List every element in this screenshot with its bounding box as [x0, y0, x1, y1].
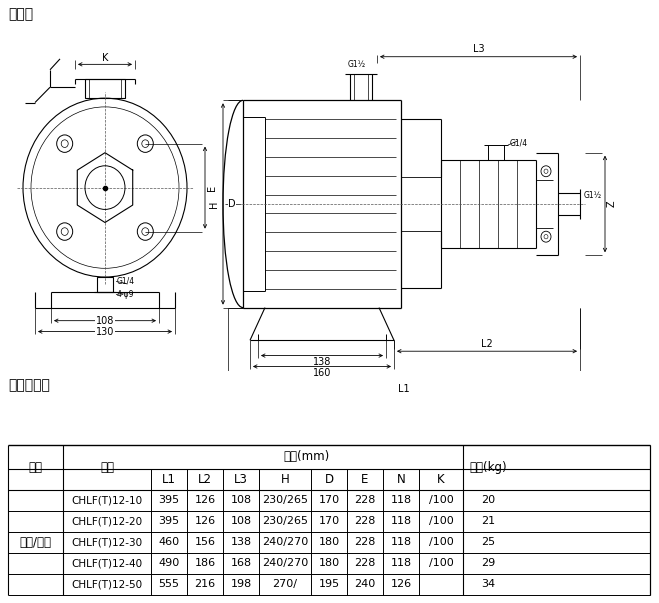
Text: 电机: 电机: [28, 461, 42, 474]
Text: 180: 180: [318, 558, 339, 569]
Bar: [85, 78, 125, 98]
Text: 186: 186: [194, 558, 215, 569]
Text: 126: 126: [390, 579, 412, 590]
Text: Z: Z: [607, 201, 617, 207]
Text: 490: 490: [158, 558, 180, 569]
Text: 型号: 型号: [100, 461, 114, 474]
Text: 395: 395: [158, 496, 179, 505]
Text: 21: 21: [482, 516, 496, 526]
Text: CHLF(T)12-50: CHLF(T)12-50: [71, 579, 142, 590]
Text: 20: 20: [482, 496, 496, 505]
Text: G1/4: G1/4: [117, 277, 135, 286]
Text: 34: 34: [482, 579, 496, 590]
Text: L1: L1: [398, 384, 410, 394]
Text: L2: L2: [481, 338, 493, 349]
Text: 126: 126: [194, 496, 215, 505]
Text: L3: L3: [473, 44, 484, 54]
Text: 安装图: 安装图: [8, 8, 33, 22]
Text: 138: 138: [313, 357, 331, 367]
Bar: [89, 78, 121, 98]
Text: 270/: 270/: [273, 579, 297, 590]
Bar: [97, 277, 113, 292]
Text: 216: 216: [194, 579, 215, 590]
Text: 126: 126: [194, 516, 215, 526]
Text: 118: 118: [390, 496, 412, 505]
Text: 168: 168: [231, 558, 252, 569]
Text: 228: 228: [355, 558, 376, 569]
Text: N: N: [397, 473, 405, 486]
Text: CHLF(T)12-40: CHLF(T)12-40: [71, 558, 142, 569]
Text: E: E: [207, 185, 217, 191]
Text: G1½: G1½: [348, 60, 366, 69]
Text: 118: 118: [390, 516, 412, 526]
Text: 555: 555: [159, 579, 179, 590]
Text: H: H: [281, 473, 289, 486]
Text: 118: 118: [390, 558, 412, 569]
Text: 156: 156: [194, 537, 215, 548]
Text: /100: /100: [428, 537, 453, 548]
Text: 240/270: 240/270: [262, 537, 308, 548]
Text: 重量(kg): 重量(kg): [470, 461, 507, 474]
Text: 240: 240: [355, 579, 376, 590]
Text: 228: 228: [355, 516, 376, 526]
Text: 138: 138: [231, 537, 252, 548]
Text: 170: 170: [318, 516, 339, 526]
Text: 198: 198: [231, 579, 252, 590]
Text: 228: 228: [355, 496, 376, 505]
Text: H: H: [209, 200, 219, 207]
Text: 130: 130: [96, 327, 114, 336]
Text: 29: 29: [481, 558, 496, 569]
Text: 108: 108: [231, 496, 252, 505]
Text: L1: L1: [162, 473, 176, 486]
Text: 108: 108: [96, 316, 114, 326]
Text: 180: 180: [318, 537, 339, 548]
Text: D: D: [324, 473, 333, 486]
Text: /100: /100: [428, 496, 453, 505]
Text: /100: /100: [428, 558, 453, 569]
Text: 228: 228: [355, 537, 376, 548]
Text: K: K: [101, 53, 108, 63]
Text: G1½: G1½: [584, 191, 602, 200]
Text: 230/265: 230/265: [262, 516, 308, 526]
Text: 25: 25: [482, 537, 496, 548]
Text: 240/270: 240/270: [262, 558, 308, 569]
Text: 395: 395: [158, 516, 179, 526]
Text: D: D: [228, 199, 236, 209]
Text: L2: L2: [198, 473, 212, 486]
Text: 160: 160: [313, 368, 331, 378]
Text: 4-φ9: 4-φ9: [117, 290, 134, 299]
Text: E: E: [361, 473, 368, 486]
Text: 三相/单相: 三相/单相: [20, 536, 51, 549]
Text: 尺寸(mm): 尺寸(mm): [284, 450, 330, 464]
Text: 108: 108: [231, 516, 252, 526]
Text: 195: 195: [318, 579, 339, 590]
Text: 尺寸和重量: 尺寸和重量: [8, 378, 50, 392]
Text: 170: 170: [318, 496, 339, 505]
Text: 230/265: 230/265: [262, 496, 308, 505]
Text: CHLF(T)12-30: CHLF(T)12-30: [71, 537, 142, 548]
Text: CHLF(T)12-10: CHLF(T)12-10: [71, 496, 142, 505]
Text: CHLF(T)12-20: CHLF(T)12-20: [71, 516, 142, 526]
Text: 118: 118: [390, 537, 412, 548]
Text: /100: /100: [428, 516, 453, 526]
Text: 460: 460: [158, 537, 179, 548]
Text: K: K: [437, 473, 445, 486]
Text: L3: L3: [234, 473, 248, 486]
Text: G1/4: G1/4: [510, 138, 528, 147]
